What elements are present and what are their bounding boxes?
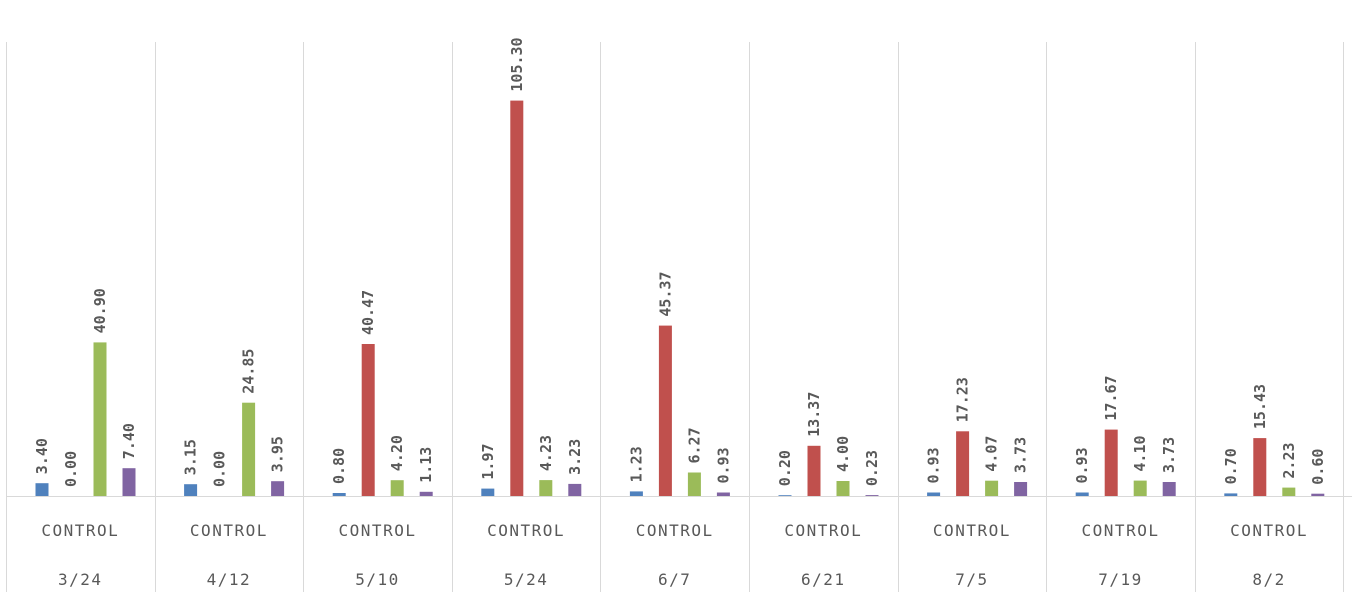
x-tick-label-date: 6/7 (658, 570, 691, 589)
data-label: 17.23 (954, 377, 972, 422)
bar (985, 480, 999, 496)
bar (1104, 429, 1118, 496)
bar (1282, 487, 1296, 496)
data-label: 105.30 (508, 37, 526, 91)
x-tick-label-date: 6/21 (801, 570, 846, 589)
data-label: 4.23 (537, 435, 555, 471)
bar (332, 493, 346, 496)
category-separators (6, 42, 1344, 592)
bar (716, 492, 730, 496)
data-label: 0.60 (1309, 449, 1327, 485)
data-label: 3.40 (33, 438, 51, 474)
x-tick-label-date: 4/12 (207, 570, 252, 589)
data-label: 13.37 (805, 392, 823, 437)
bar (927, 492, 941, 496)
bar (778, 495, 792, 496)
data-labels: 3.40 0.00 40.90 7.40 3.15 0.00 24.85 3.95 0.80 40… (33, 37, 1327, 487)
bar (122, 468, 136, 496)
bar (1075, 492, 1089, 496)
bar (1133, 480, 1147, 496)
data-label: 40.90 (91, 288, 109, 333)
data-label: 4.00 (834, 436, 852, 472)
bar (658, 325, 672, 496)
x-tick-labels: CONTROL 3/24 CONTROL 4/12 CONTROL 5/10 CONTROL… (41, 521, 1308, 589)
data-label: 1.97 (479, 443, 497, 479)
x-tick-label-group: CONTROL (933, 521, 1011, 540)
data-label: 4.07 (983, 436, 1001, 472)
data-label: 0.80 (330, 448, 348, 484)
x-tick-label-date: 5/10 (355, 570, 400, 589)
x-tick-label-date: 5/24 (504, 570, 549, 589)
x-tick-label-date: 8/2 (1252, 570, 1285, 589)
bar (419, 491, 433, 496)
data-label: 3.73 (1012, 437, 1030, 473)
data-label: 2.23 (1280, 442, 1298, 478)
data-label: 0.93 (1073, 447, 1091, 483)
bar (35, 483, 49, 496)
data-label: 6.27 (685, 427, 703, 463)
bar (271, 481, 285, 496)
x-tick-label-group: CONTROL (1082, 521, 1160, 540)
bar (956, 431, 970, 496)
bar (629, 491, 643, 496)
data-label: 4.20 (388, 435, 406, 471)
bar (184, 484, 198, 496)
data-label: 0.20 (776, 450, 794, 486)
x-tick-label-group: CONTROL (636, 521, 714, 540)
bar (242, 402, 256, 496)
bars (35, 100, 1325, 496)
data-label: 17.67 (1102, 375, 1120, 420)
bar (568, 483, 582, 496)
data-label: 3.95 (269, 436, 287, 472)
x-tick-label-group: CONTROL (190, 521, 268, 540)
x-tick-label-group: CONTROL (784, 521, 862, 540)
bar (539, 480, 553, 496)
data-label: 0.23 (863, 450, 881, 486)
data-label: 3.73 (1160, 437, 1178, 473)
data-label: 0.93 (925, 447, 943, 483)
x-tick-label-date: 3/24 (58, 570, 103, 589)
bar (361, 344, 375, 496)
bar (510, 100, 524, 496)
bar (1311, 493, 1325, 496)
bar (807, 445, 821, 496)
x-tick-label-group: CONTROL (339, 521, 417, 540)
bar (93, 342, 107, 496)
bar (390, 480, 404, 496)
bar (865, 495, 879, 496)
bar (1253, 438, 1267, 496)
data-label: 4.10 (1131, 435, 1149, 471)
bar (687, 472, 701, 496)
data-label: 45.37 (656, 271, 674, 316)
data-label: 1.23 (627, 446, 645, 482)
bar (481, 488, 495, 496)
bar (1162, 482, 1176, 496)
data-label: 0.00 (62, 451, 80, 487)
x-tick-label-group: CONTROL (1230, 521, 1308, 540)
x-tick-label-group: CONTROL (487, 521, 565, 540)
data-label: 24.85 (240, 349, 258, 394)
data-label: 1.13 (417, 447, 435, 483)
x-tick-label-date: 7/19 (1098, 570, 1143, 589)
data-label: 0.00 (211, 451, 229, 487)
bar (836, 481, 850, 496)
data-label: 15.43 (1251, 384, 1269, 429)
x-tick-label-group: CONTROL (41, 521, 119, 540)
bar (1224, 493, 1238, 496)
data-label: 0.93 (714, 447, 732, 483)
data-label: 3.15 (182, 439, 200, 475)
data-label: 0.70 (1222, 448, 1240, 484)
bar (1014, 482, 1028, 496)
x-tick-label-date: 7/5 (955, 570, 988, 589)
data-label: 7.40 (120, 423, 138, 459)
data-label: 3.23 (566, 439, 584, 475)
data-label: 40.47 (359, 290, 377, 335)
